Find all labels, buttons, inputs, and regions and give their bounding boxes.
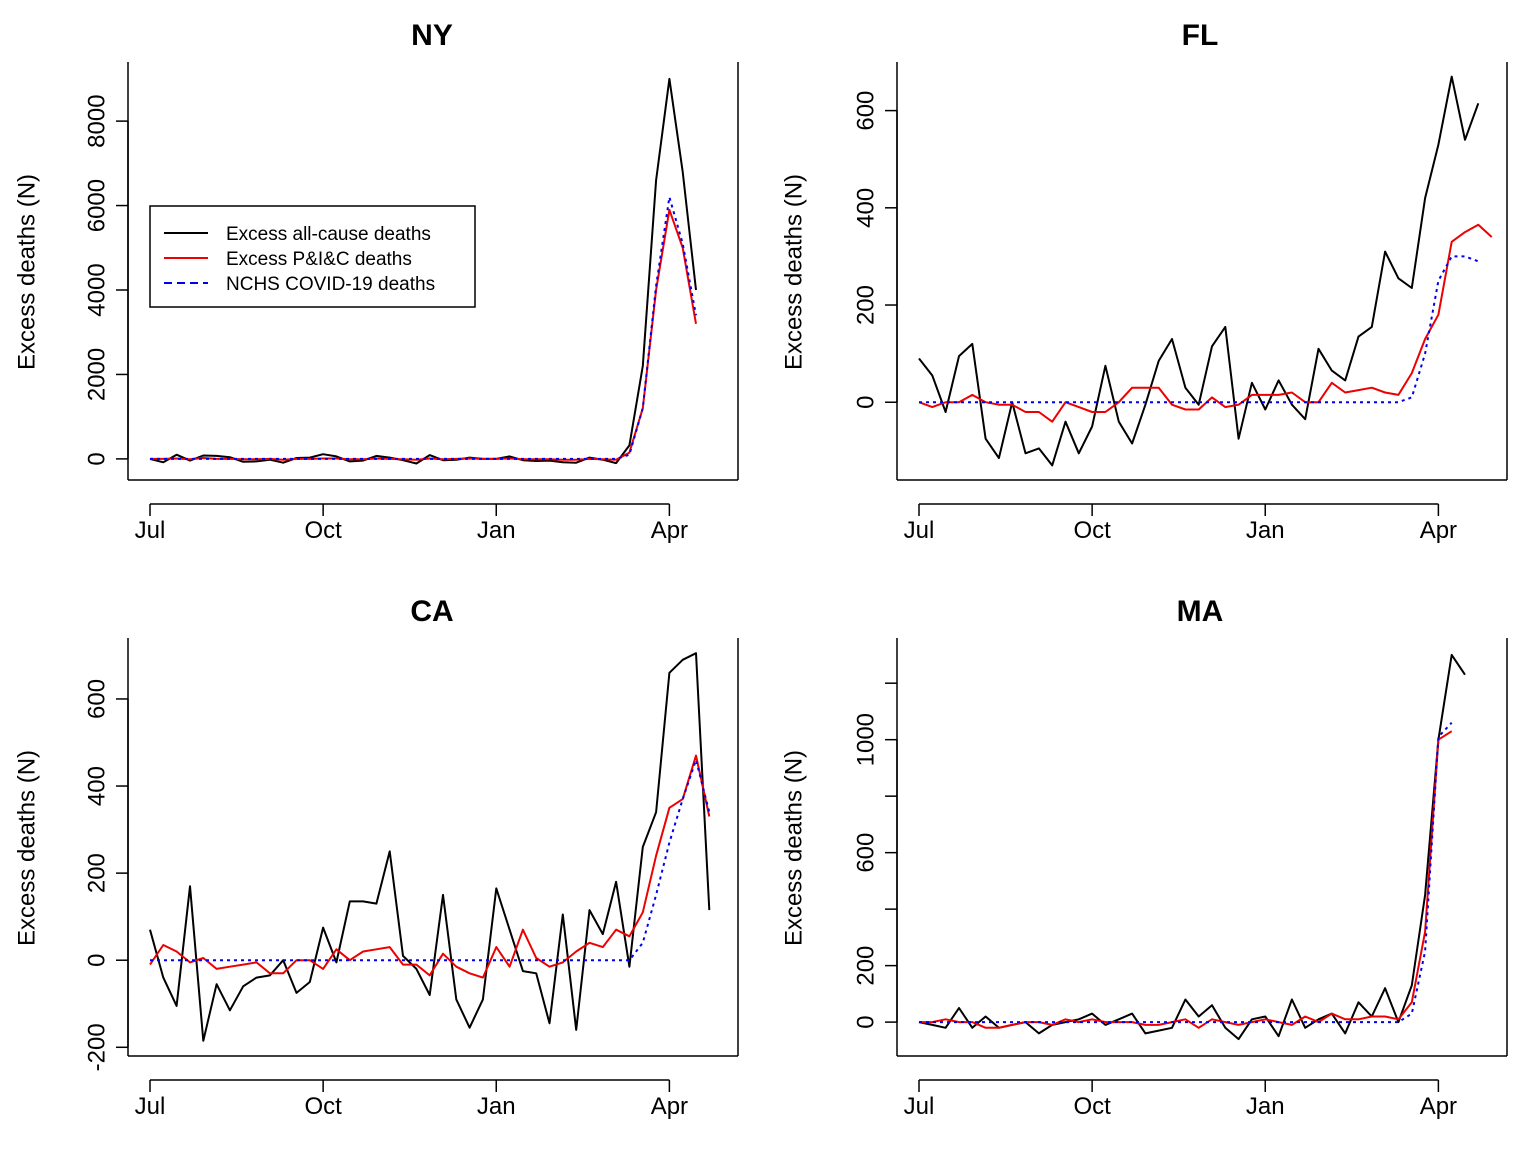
y-axis-label: Excess deaths (N) <box>780 174 807 370</box>
x-tick-label: Apr <box>1420 517 1457 544</box>
x-tick-label: Jan <box>477 1093 516 1120</box>
y-tick-label: 200 <box>852 285 879 325</box>
x-tick-label: Apr <box>1420 1093 1457 1120</box>
y-tick-label: 200 <box>83 853 110 893</box>
x-tick-label: Apr <box>651 517 688 544</box>
panel-ma: MA 0 200 600 1000 Excess deaths (N) Jul Oct Jan A… <box>780 595 1508 1120</box>
y-tick-label: 600 <box>852 91 879 131</box>
y-tick-label: 600 <box>83 679 110 719</box>
series-line-excess-all-cause-deaths <box>918 75 1480 467</box>
series-line-excess-p-i-c-deaths <box>919 730 1453 1029</box>
y-tick-label: 400 <box>852 188 879 228</box>
legend-label: Excess all-cause deaths <box>226 224 431 245</box>
legend-label: Excess P&I&C deaths <box>226 249 412 270</box>
y-tick-label: 600 <box>852 833 879 873</box>
y-tick-label: 2000 <box>83 348 110 401</box>
legend-label: NCHS COVID-19 deaths <box>226 274 435 295</box>
y-tick-label: 400 <box>83 766 110 806</box>
y-tick-label: 4000 <box>83 263 110 316</box>
y-axis-label: Excess deaths (N) <box>780 750 807 946</box>
series-line-nchs-covid-19-deaths <box>919 255 1479 404</box>
y-axis-label: Excess deaths (N) <box>13 174 40 370</box>
y-tick-label: -200 <box>83 1023 110 1071</box>
y-tick-label: 200 <box>852 946 879 986</box>
x-tick-label: Oct <box>304 1093 342 1120</box>
y-axis-label: Excess deaths (N) <box>13 750 40 946</box>
legend-box <box>149 205 476 308</box>
series-line-nchs-covid-19-deaths <box>150 758 711 962</box>
panel-ca: CA -200 0 200 400 600 Excess deaths (N) Jul Oct J… <box>13 595 739 1120</box>
x-tick-label: Jan <box>1246 517 1285 544</box>
x-tick-label: Oct <box>1073 517 1111 544</box>
x-tick-label: Jan <box>477 517 516 544</box>
x-tick-label: Jul <box>904 1093 935 1120</box>
legend: Excess all-cause deaths Excess P&I&C deat… <box>149 205 476 308</box>
x-tick-label: Oct <box>304 517 342 544</box>
series-line-nchs-covid-19-deaths <box>150 196 697 460</box>
y-tick-label: 0 <box>852 1015 879 1028</box>
y-tick-label: 0 <box>83 954 110 967</box>
y-tick-label: 0 <box>852 396 879 409</box>
x-tick-label: Jul <box>904 517 935 544</box>
series-line-nchs-covid-19-deaths <box>919 722 1453 1024</box>
x-tick-label: Jul <box>135 517 166 544</box>
y-tick-label: 8000 <box>83 94 110 147</box>
x-tick-label: Oct <box>1073 1093 1111 1120</box>
series-line-excess-p-i-c-deaths <box>149 754 711 979</box>
y-tick-label: 0 <box>83 452 110 465</box>
y-tick-label: 1000 <box>852 713 879 766</box>
panel-fl: FL 0 200 400 600 Excess deaths (N) Jul Oct Jan Ap… <box>780 19 1508 544</box>
series-line-excess-p-i-c-deaths <box>918 223 1493 423</box>
chart-title: NY <box>411 19 453 52</box>
chart-title: MA <box>1177 595 1224 628</box>
series-line-excess-all-cause-deaths <box>918 653 1466 1041</box>
chart-title: CA <box>410 595 453 628</box>
y-tick-label: 6000 <box>83 179 110 232</box>
chart-title: FL <box>1182 19 1219 52</box>
x-tick-label: Jan <box>1246 1093 1285 1120</box>
series-line-excess-all-cause-deaths <box>149 652 711 1042</box>
x-tick-label: Apr <box>651 1093 688 1120</box>
panel-ny: NY 0 2000 4000 6000 8000 Excess deaths (N) Jul O… <box>13 19 739 544</box>
x-tick-label: Jul <box>135 1093 166 1120</box>
